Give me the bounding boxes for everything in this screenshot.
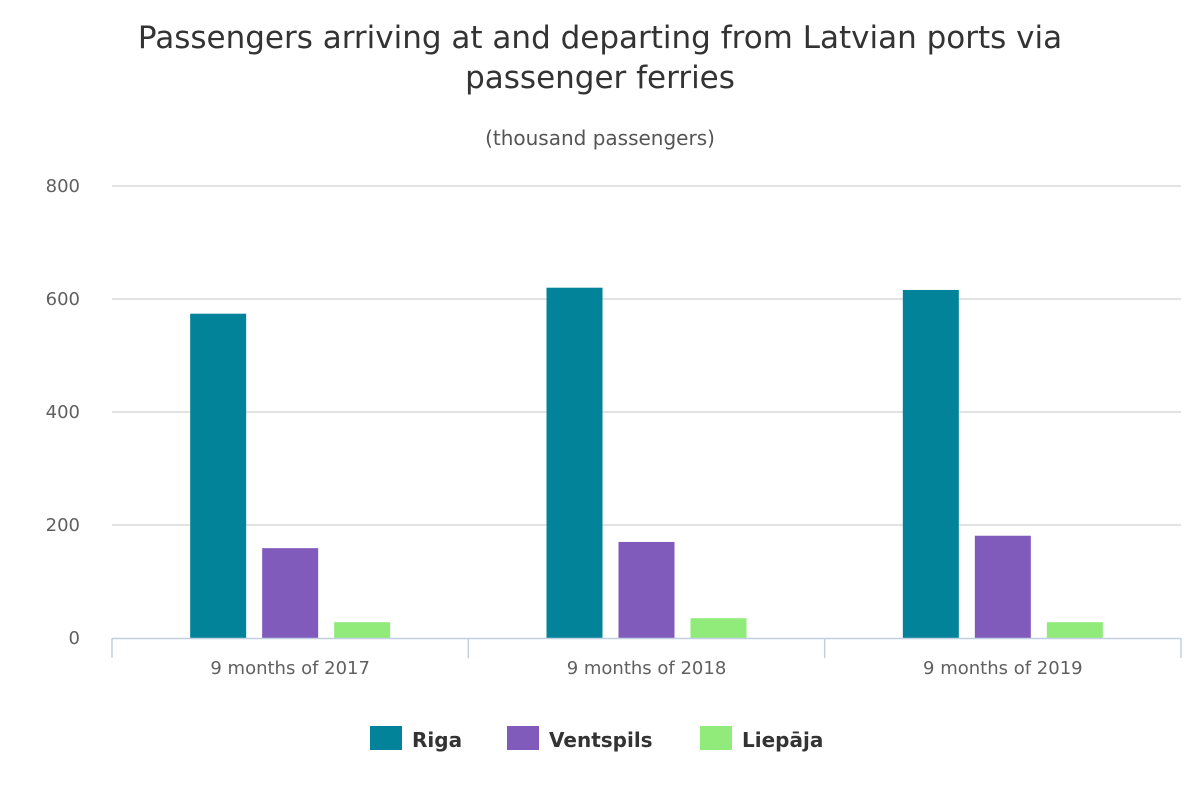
x-axis: 9 months of 2017 9 months of 2018 9 months… — [111, 637, 1182, 679]
y-tick-label: 200 — [46, 515, 80, 536]
x-tick-label: 9 months of 2018 — [567, 658, 727, 679]
bar-ventspils-1 — [618, 541, 675, 638]
y-tick-label: 400 — [46, 402, 80, 423]
chart-title-line-1: Passengers arriving at and departing fro… — [138, 20, 1062, 56]
chart-subtitle: (thousand passengers) — [485, 126, 715, 150]
legend-label: Riga — [412, 728, 462, 752]
bar-liepaja-0 — [334, 622, 391, 638]
y-tick-label: 0 — [69, 628, 80, 649]
x-tick-label: 9 months of 2019 — [923, 658, 1083, 679]
legend: Riga Ventspils Liepāja — [370, 726, 823, 752]
legend-label: Ventspils — [549, 728, 653, 752]
gridlines — [112, 185, 1181, 526]
legend-swatch — [507, 726, 539, 750]
y-tick-label: 600 — [46, 289, 80, 310]
bar-riga-2 — [902, 289, 959, 638]
bar-riga-0 — [190, 313, 247, 638]
bar-riga-1 — [546, 287, 603, 638]
bar-ventspils-2 — [974, 535, 1031, 638]
legend-swatch — [370, 726, 402, 750]
bar-ventspils-0 — [262, 548, 319, 638]
bar-liepaja-2 — [1046, 622, 1103, 638]
x-tick-label: 9 months of 2017 — [210, 658, 370, 679]
chart-title-line-2: passenger ferries — [465, 60, 735, 96]
bars — [190, 287, 1103, 638]
y-tick-label: 800 — [46, 176, 80, 197]
y-axis: 0 200 400 600 800 — [46, 176, 80, 649]
legend-label: Liepāja — [742, 728, 823, 752]
legend-swatch — [700, 726, 732, 750]
bar-liepaja-1 — [690, 618, 747, 638]
